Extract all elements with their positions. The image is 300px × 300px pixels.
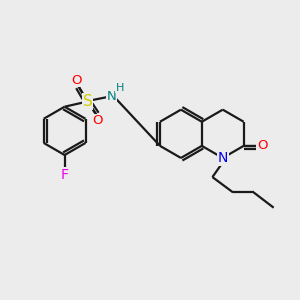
Text: H: H bbox=[116, 83, 124, 93]
Text: F: F bbox=[61, 168, 69, 182]
Text: O: O bbox=[71, 74, 82, 87]
Text: N: N bbox=[218, 151, 228, 165]
Text: S: S bbox=[83, 94, 92, 109]
Text: O: O bbox=[93, 114, 103, 127]
Text: O: O bbox=[257, 140, 268, 152]
Text: N: N bbox=[106, 90, 116, 103]
